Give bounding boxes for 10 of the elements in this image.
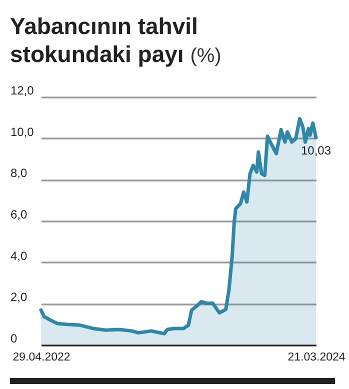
y-tick-label: 8,0 [10, 166, 28, 180]
x-tick-label: 29.04.2022 [12, 352, 70, 364]
y-tick-label: 10,0 [10, 124, 34, 139]
y-tick-label: 2,0 [10, 290, 28, 304]
y-tick-label: 12,0 [10, 84, 34, 98]
annotation: 10,03 [300, 144, 332, 158]
y-tick-label: 4,0 [10, 248, 28, 263]
y-tick-label: 6,0 [10, 208, 28, 222]
y-tick-label: 0 [10, 332, 18, 346]
x-tick-label: 21.03.2024 [288, 352, 346, 364]
